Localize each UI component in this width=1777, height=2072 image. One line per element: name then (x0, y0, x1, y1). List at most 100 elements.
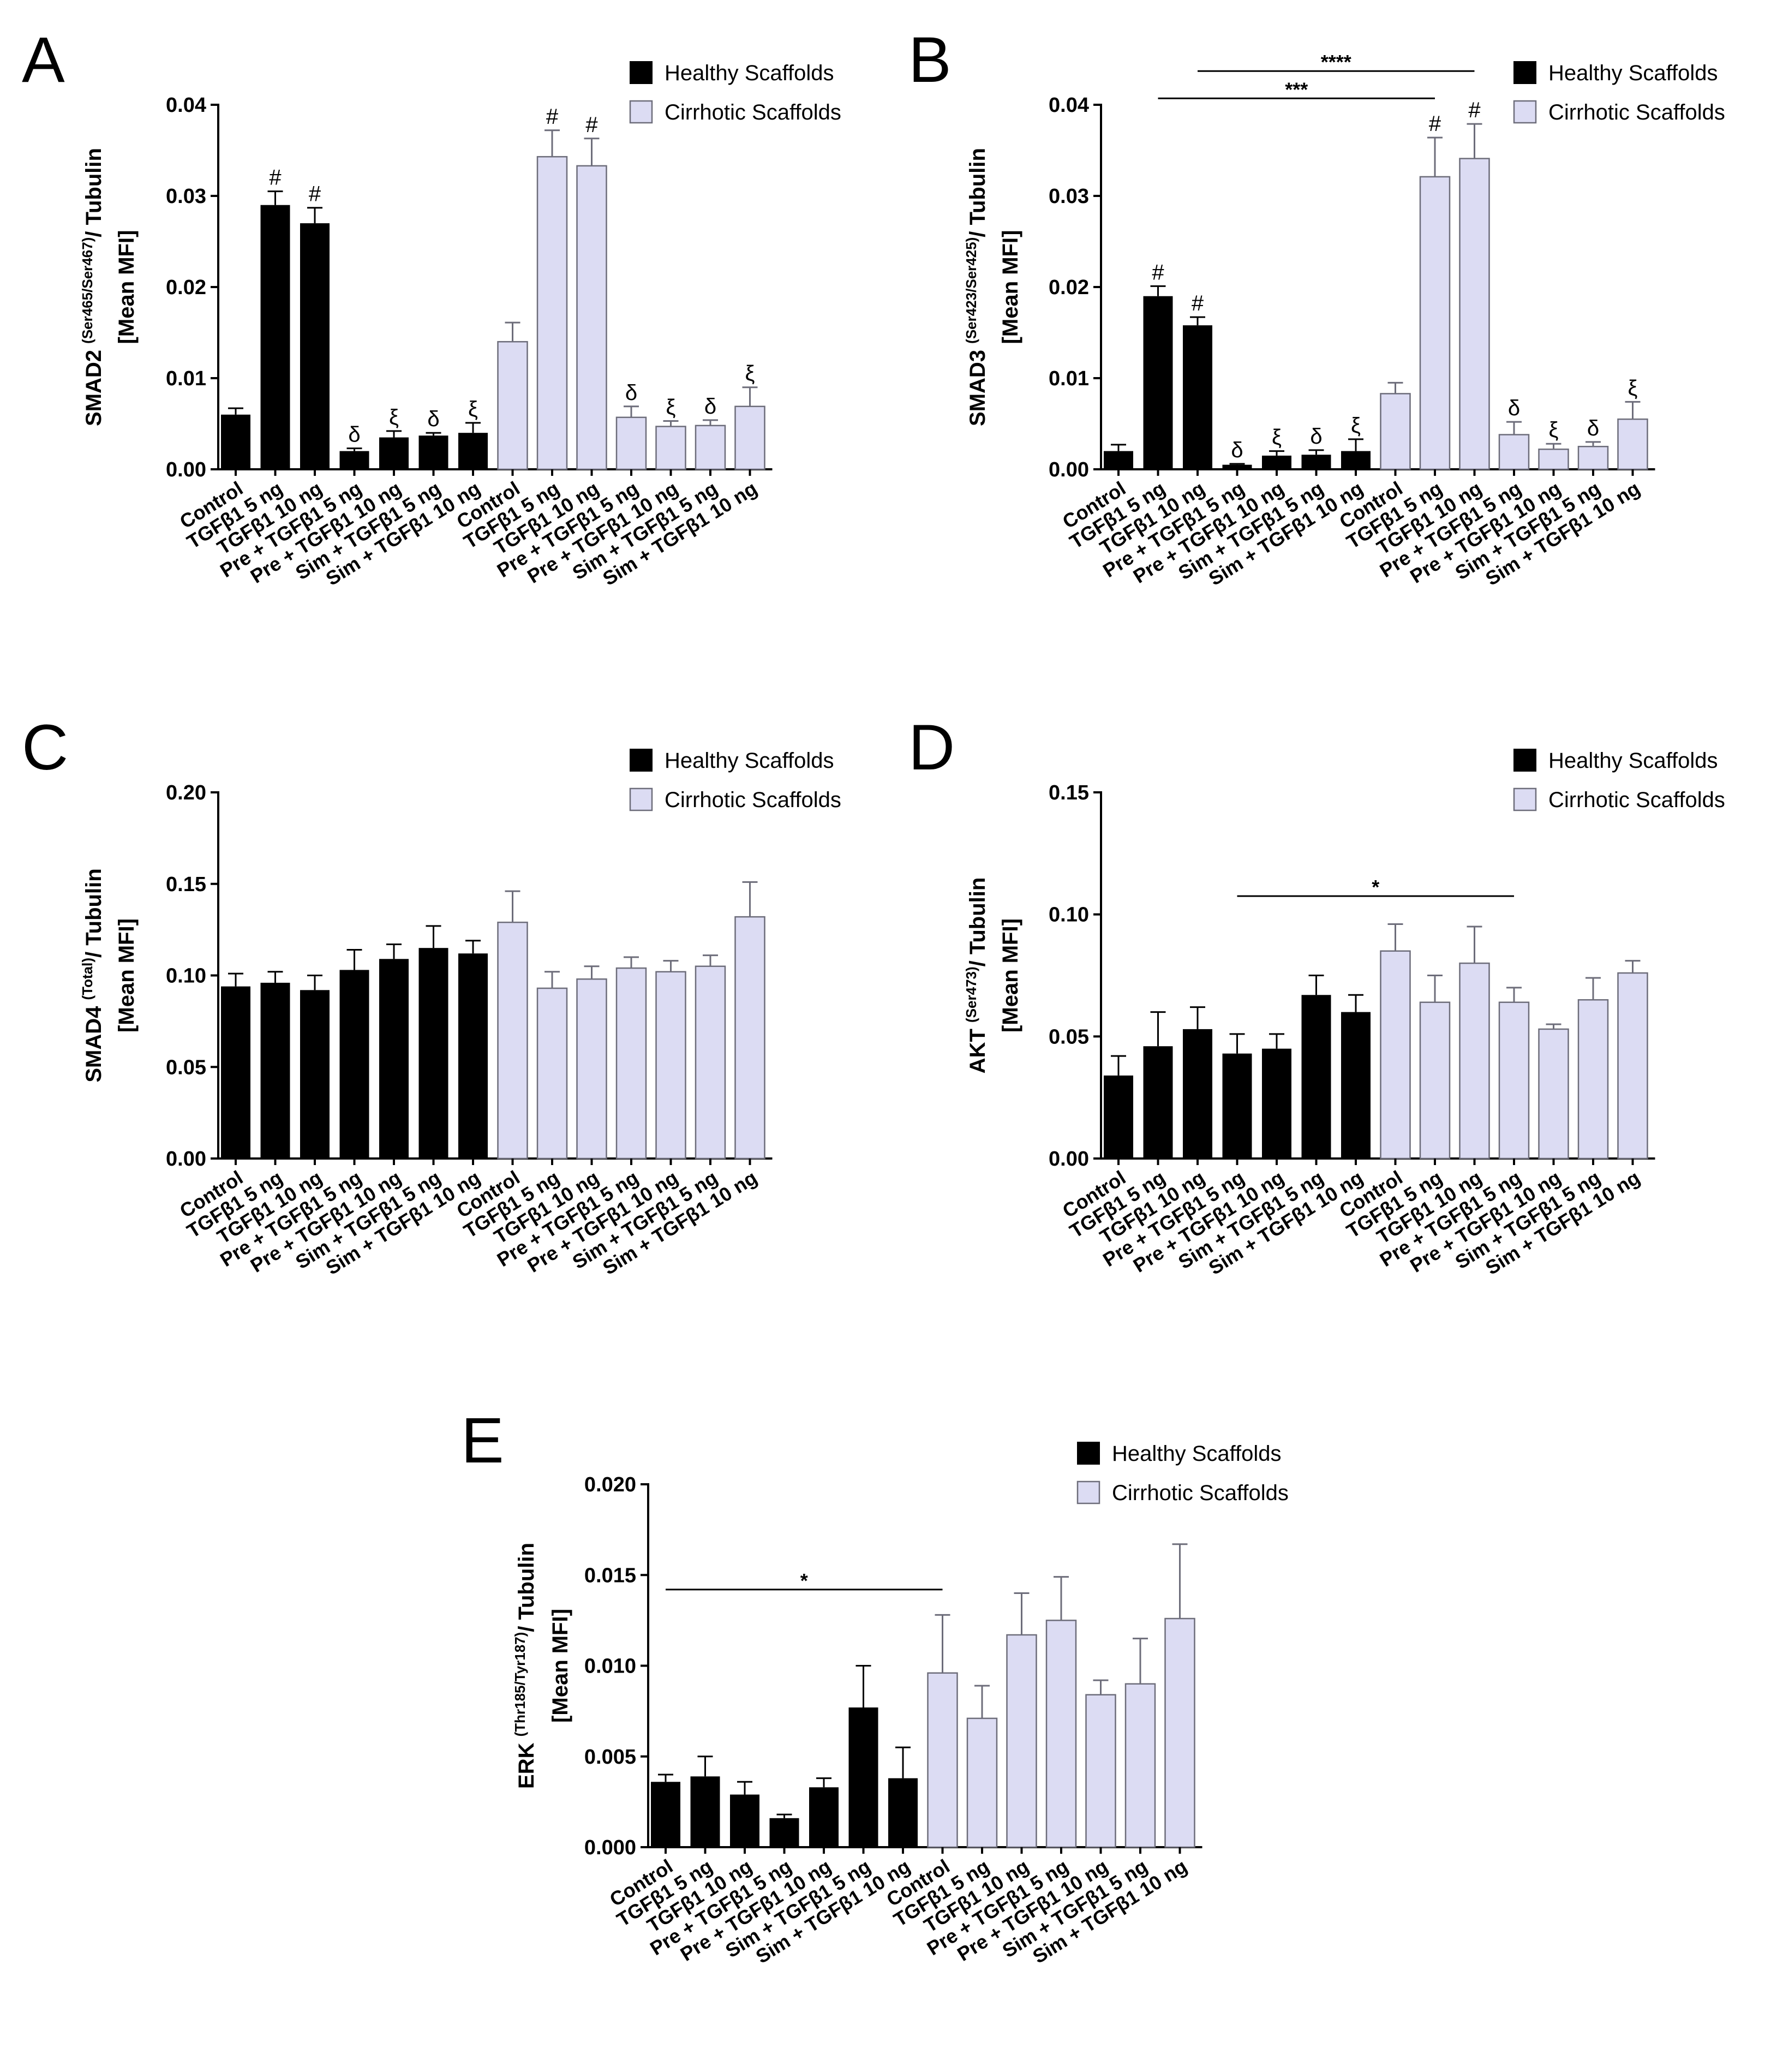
y-tick-label: 0.02 (166, 276, 206, 299)
significance-symbol: δ (1508, 396, 1520, 420)
panel-letter: D (908, 712, 955, 784)
y-axis-label-superscript: (Ser465/Ser467) (79, 237, 95, 344)
significance-label: **** (1321, 51, 1351, 73)
legend: Healthy Scaffolds Cirrhotic Scaffolds (1513, 61, 1725, 124)
bar-cirrhotic (576, 165, 607, 470)
legend-swatch-healthy (1513, 61, 1536, 84)
significance-symbol: ξ (745, 362, 755, 386)
bar-cirrhotic (1124, 1683, 1156, 1848)
bar-healthy (1143, 296, 1173, 469)
bar-cirrhotic (1577, 999, 1609, 1160)
significance-symbol: ξ (1351, 414, 1361, 438)
panel-d: D 0.00 0.05 0.10 0.15 AKT (Ser473)/ Tubulin [M… (908, 712, 1725, 1279)
bar-healthy (1183, 325, 1212, 469)
bar-healthy (1143, 1046, 1173, 1159)
bar-cirrhotic (615, 967, 647, 1160)
bar-healthy (379, 959, 409, 1159)
panel-b: B 0.00 0.01 0.02 0.03 0.04 SMAD3 (Ser423/Ser42… (908, 24, 1725, 590)
bar-healthy (888, 1778, 918, 1847)
bar-cirrhotic (734, 405, 765, 470)
bar-healthy (1341, 1012, 1371, 1159)
legend-swatch-healthy (630, 61, 653, 84)
y-axis-label-rest: / Tubulin (82, 148, 106, 237)
bar-healthy (379, 437, 409, 469)
y-axis-label-units: [Mean MFI] (115, 918, 139, 1032)
y-axis-label: SMAD4 (Total)/ Tubulin (79, 868, 106, 1082)
y-axis-label: AKT (Ser473)/ Tubulin (963, 877, 990, 1074)
y-axis-label-units: [Mean MFI] (115, 230, 139, 344)
bar-cirrhotic (1085, 1694, 1116, 1848)
panel-e: E 0.000 0.005 0.010 0.015 0.020 ERK (Thr185/Ty… (461, 1405, 1289, 1968)
bar-cirrhotic (1498, 1001, 1530, 1160)
panel-letter: A (22, 24, 65, 96)
significance-symbol: # (1192, 291, 1204, 315)
significance-symbol: # (1152, 260, 1164, 284)
y-tick-label: 0.00 (166, 458, 206, 481)
y-tick-label: 0.020 (584, 1473, 636, 1496)
significance-label: * (1372, 876, 1379, 898)
y-axis-label: ERK (Thr185/Tyr187)/ Tubulin (512, 1543, 539, 1789)
y-axis-label: SMAD2 (Ser465/Ser467)/ Tubulin (79, 148, 106, 426)
y-axis-label-main: SMAD2 (82, 344, 106, 426)
y-tick-label: 0.015 (584, 1564, 636, 1587)
bar-healthy (339, 451, 369, 469)
legend-swatch-cirrhotic (1076, 1480, 1100, 1504)
panel-letter: B (908, 24, 952, 96)
legend-label-healthy: Healthy Scaffolds (1548, 749, 1718, 773)
y-axis-label-main: SMAD4 (82, 1000, 106, 1083)
bar-cirrhotic (1459, 962, 1490, 1160)
bar-healthy (1301, 455, 1331, 469)
bar-cirrhotic (497, 921, 528, 1160)
bar-healthy (458, 953, 488, 1159)
bar-cirrhotic (1538, 449, 1569, 470)
y-axis-label-superscript: (Ser473) (963, 966, 979, 1023)
y-axis-label: SMAD3 (Ser423/Ser425)/ Tubulin (963, 148, 990, 426)
legend-swatch-healthy (1077, 1442, 1100, 1465)
legend-label-cirrhotic: Cirrhotic Scaffolds (1112, 1481, 1289, 1505)
y-tick-label: 0.010 (584, 1655, 636, 1678)
bar-cirrhotic (1164, 1617, 1195, 1848)
panel-a: A 0.00 0.01 0.02 0.03 0.04 SMAD2 (Ser465/Ser46… (22, 24, 841, 590)
bar-healthy (418, 435, 448, 469)
legend-swatch-healthy (1513, 749, 1536, 772)
significance-symbol: δ (625, 381, 637, 405)
bar-healthy (848, 1707, 878, 1847)
bar-cirrhotic (1419, 1001, 1451, 1160)
bar-cirrhotic (576, 978, 607, 1160)
significance-symbol: # (546, 105, 559, 129)
bar-cirrhotic (927, 1672, 958, 1848)
significance-symbol: ξ (1549, 418, 1559, 442)
legend-swatch-healthy (630, 749, 653, 772)
bar-cirrhotic (1617, 418, 1648, 470)
y-tick-label: 0.05 (1049, 1025, 1089, 1048)
bar-cirrhotic (1380, 393, 1411, 470)
bar-healthy (1104, 451, 1133, 469)
legend-label-cirrhotic: Cirrhotic Scaffolds (1548, 100, 1725, 124)
bar-healthy (260, 982, 290, 1159)
bar-healthy (339, 970, 369, 1159)
significance-symbol: # (585, 113, 598, 137)
y-tick-label: 0.01 (1049, 367, 1089, 390)
y-axis-label-main: ERK (514, 1736, 539, 1789)
y-tick-label: 0.03 (166, 185, 206, 208)
significance-symbol: ξ (1272, 426, 1282, 450)
significance-symbol: δ (348, 423, 360, 447)
legend-label-healthy: Healthy Scaffolds (1112, 1442, 1282, 1466)
y-tick-label: 0.10 (166, 965, 206, 988)
y-tick-label: 0.04 (1049, 94, 1089, 117)
significance-symbol: # (1468, 98, 1481, 122)
bar-healthy (260, 205, 290, 469)
bar-cirrhotic (1459, 158, 1490, 470)
significance-symbol: ξ (389, 405, 399, 429)
bar-healthy (730, 1794, 759, 1847)
bar-cirrhotic (497, 341, 528, 470)
significance-symbol: δ (1310, 425, 1322, 449)
bar-healthy (458, 433, 488, 469)
y-tick-label: 0.05 (166, 1056, 206, 1079)
bar-healthy (221, 986, 250, 1159)
bar-healthy (418, 948, 448, 1159)
bar-cirrhotic (1006, 1634, 1037, 1848)
bar-healthy (1104, 1075, 1133, 1159)
y-tick-label: 0.000 (584, 1836, 636, 1859)
legend-label-cirrhotic: Cirrhotic Scaffolds (1548, 788, 1725, 812)
